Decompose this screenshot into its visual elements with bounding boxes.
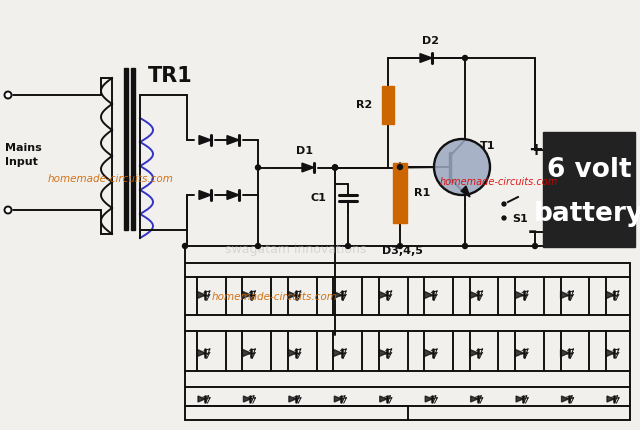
Polygon shape: [302, 163, 314, 172]
Polygon shape: [461, 186, 470, 197]
Text: +: +: [528, 141, 543, 159]
Polygon shape: [334, 396, 341, 402]
Text: C1: C1: [310, 193, 326, 203]
Polygon shape: [561, 350, 569, 356]
Circle shape: [182, 243, 188, 249]
Circle shape: [333, 165, 337, 170]
Text: R1: R1: [414, 188, 430, 198]
Polygon shape: [420, 54, 432, 62]
Polygon shape: [288, 292, 296, 298]
Polygon shape: [561, 396, 568, 402]
Polygon shape: [227, 135, 239, 144]
Bar: [382, 86, 394, 124]
Polygon shape: [243, 396, 250, 402]
Circle shape: [255, 165, 260, 170]
Polygon shape: [197, 350, 205, 356]
Bar: [185, 263, 630, 420]
Polygon shape: [227, 190, 239, 200]
Polygon shape: [424, 292, 433, 298]
Polygon shape: [516, 396, 523, 402]
Polygon shape: [243, 292, 251, 298]
Polygon shape: [333, 292, 342, 298]
Circle shape: [4, 92, 12, 98]
Circle shape: [434, 139, 490, 195]
Bar: [543, 132, 635, 247]
Bar: [124, 68, 128, 230]
Circle shape: [4, 206, 12, 214]
Text: TR1: TR1: [148, 66, 193, 86]
Circle shape: [333, 165, 337, 170]
Polygon shape: [197, 292, 205, 298]
Polygon shape: [379, 350, 387, 356]
Bar: [393, 163, 407, 223]
Text: homemade-circuits.com: homemade-circuits.com: [212, 292, 338, 302]
Circle shape: [333, 165, 337, 170]
Text: D3,4,5: D3,4,5: [382, 246, 423, 256]
Polygon shape: [561, 292, 569, 298]
Polygon shape: [606, 350, 614, 356]
Polygon shape: [424, 350, 433, 356]
Polygon shape: [607, 396, 614, 402]
Polygon shape: [515, 350, 524, 356]
Text: D1: D1: [296, 145, 313, 156]
Circle shape: [502, 216, 506, 220]
Polygon shape: [470, 350, 478, 356]
Polygon shape: [333, 350, 342, 356]
Text: Input: Input: [5, 157, 38, 167]
Text: T1: T1: [480, 141, 495, 151]
Bar: [131, 68, 135, 230]
Text: homemade-circuits.com: homemade-circuits.com: [48, 174, 174, 184]
Text: 6 volt: 6 volt: [547, 157, 631, 183]
Text: R2: R2: [356, 100, 372, 110]
Polygon shape: [470, 396, 477, 402]
Text: homemade-circuits.com: homemade-circuits.com: [440, 177, 558, 187]
Circle shape: [397, 165, 403, 169]
Polygon shape: [199, 135, 211, 144]
Polygon shape: [198, 396, 205, 402]
Circle shape: [532, 243, 538, 249]
Text: D2: D2: [422, 36, 439, 46]
Circle shape: [463, 55, 467, 61]
Polygon shape: [288, 350, 296, 356]
Text: Mains: Mains: [5, 143, 42, 153]
Text: battery: battery: [534, 201, 640, 227]
Circle shape: [255, 243, 260, 249]
Polygon shape: [515, 292, 524, 298]
Polygon shape: [425, 396, 432, 402]
Text: S1: S1: [512, 214, 528, 224]
Polygon shape: [380, 396, 387, 402]
Text: -: -: [528, 222, 538, 242]
Circle shape: [346, 243, 351, 249]
Circle shape: [463, 243, 467, 249]
Polygon shape: [379, 292, 387, 298]
Text: swagatam innovations: swagatam innovations: [225, 243, 366, 256]
Polygon shape: [470, 292, 478, 298]
Polygon shape: [606, 292, 614, 298]
Polygon shape: [199, 190, 211, 200]
Polygon shape: [243, 350, 251, 356]
Circle shape: [502, 202, 506, 206]
Polygon shape: [289, 396, 296, 402]
Circle shape: [397, 243, 403, 249]
